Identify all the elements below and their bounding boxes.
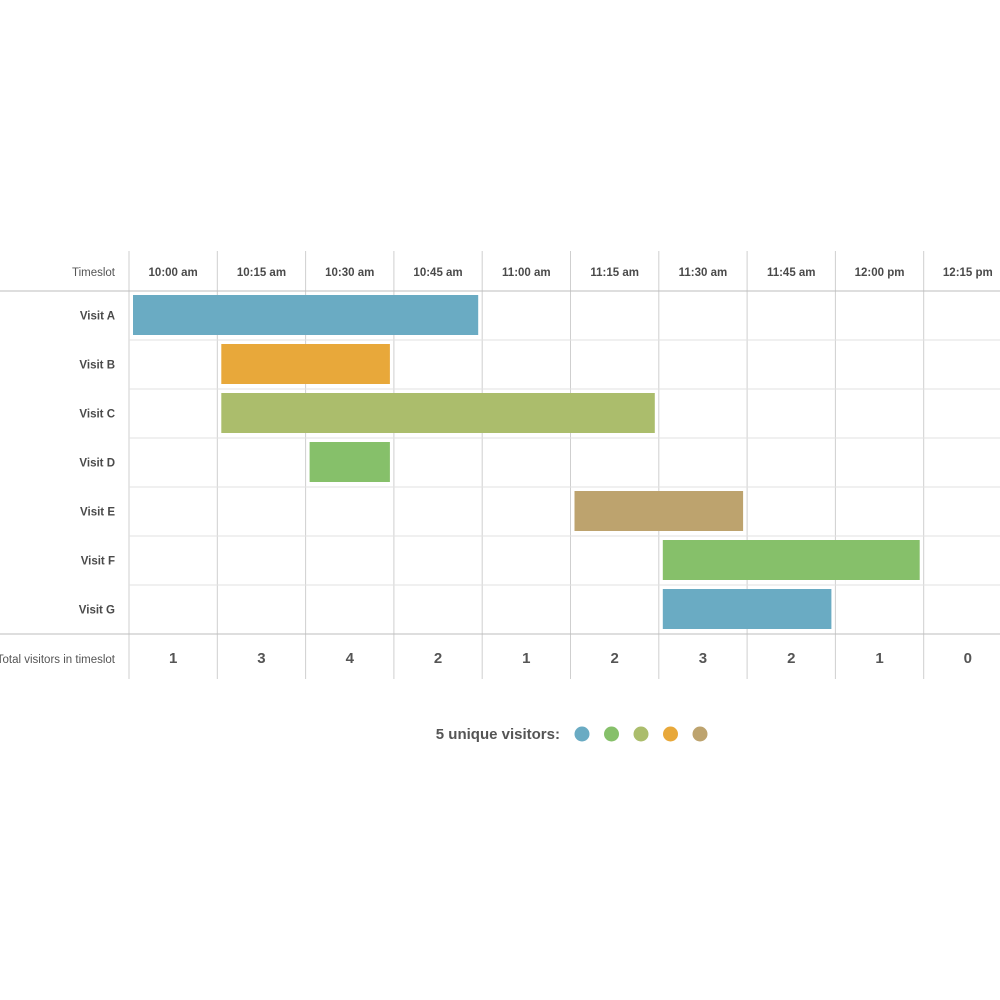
- visit-bar: [133, 295, 479, 335]
- visit-label: Visit C: [79, 409, 115, 421]
- timeslot-total: 2: [434, 650, 442, 667]
- timeslot-total: 4: [346, 650, 355, 667]
- legend-dot: [604, 726, 619, 742]
- timeslot-total: 2: [610, 650, 618, 667]
- timeslot-label: 10:00 am: [149, 267, 198, 279]
- legend-dot: [574, 726, 590, 742]
- visit-bars: [133, 295, 920, 629]
- timeslot-label: 10:30 am: [325, 267, 374, 279]
- visit-bar: [221, 393, 655, 433]
- timeslot-total: 1: [169, 650, 177, 667]
- visit-label: Visit F: [81, 556, 115, 568]
- total-visitors-header: Total visitors in timeslot: [0, 654, 116, 666]
- timeslot-label: 12:15 pm: [943, 267, 993, 279]
- legend-dot: [692, 726, 708, 742]
- legend-dot: [633, 726, 649, 742]
- timeslot-label: 11:30 am: [679, 267, 728, 279]
- timeslot-total: 2: [787, 650, 795, 667]
- timeslot-total: 1: [522, 650, 530, 667]
- timeslot-header: Timeslot: [72, 267, 116, 279]
- visit-label: Visit A: [80, 311, 115, 323]
- timeslot-total: 3: [699, 650, 707, 667]
- grid-lines: [0, 251, 1000, 679]
- timeslot-total: 0: [964, 650, 972, 667]
- timeslot-total: 1: [875, 650, 883, 667]
- visit-bar: [309, 442, 390, 482]
- chart-labels: Timeslot Total visitors in timeslot 10:0…: [0, 267, 993, 667]
- timeslot-label: 11:15 am: [590, 267, 639, 279]
- legend: 5 unique visitors:: [436, 726, 708, 743]
- visit-label: Visit B: [79, 360, 115, 372]
- visit-bar: [662, 540, 920, 580]
- visit-bar: [662, 589, 832, 629]
- visit-label: Visit E: [80, 507, 115, 519]
- visit-bar: [221, 344, 390, 384]
- legend-dot: [663, 726, 678, 742]
- timeslot-total: 3: [257, 650, 265, 667]
- timeslot-label: 12:00 pm: [855, 267, 905, 279]
- timeslot-label: 11:00 am: [502, 267, 551, 279]
- timeslot-label: 10:15 am: [237, 267, 286, 279]
- legend-label: 5 unique visitors:: [436, 726, 560, 743]
- visit-label: Visit D: [79, 458, 115, 470]
- timeslot-label: 10:45 am: [413, 267, 462, 279]
- timeslot-label: 11:45 am: [767, 267, 816, 279]
- visit-bar: [574, 491, 744, 531]
- visit-label: Visit G: [79, 605, 115, 617]
